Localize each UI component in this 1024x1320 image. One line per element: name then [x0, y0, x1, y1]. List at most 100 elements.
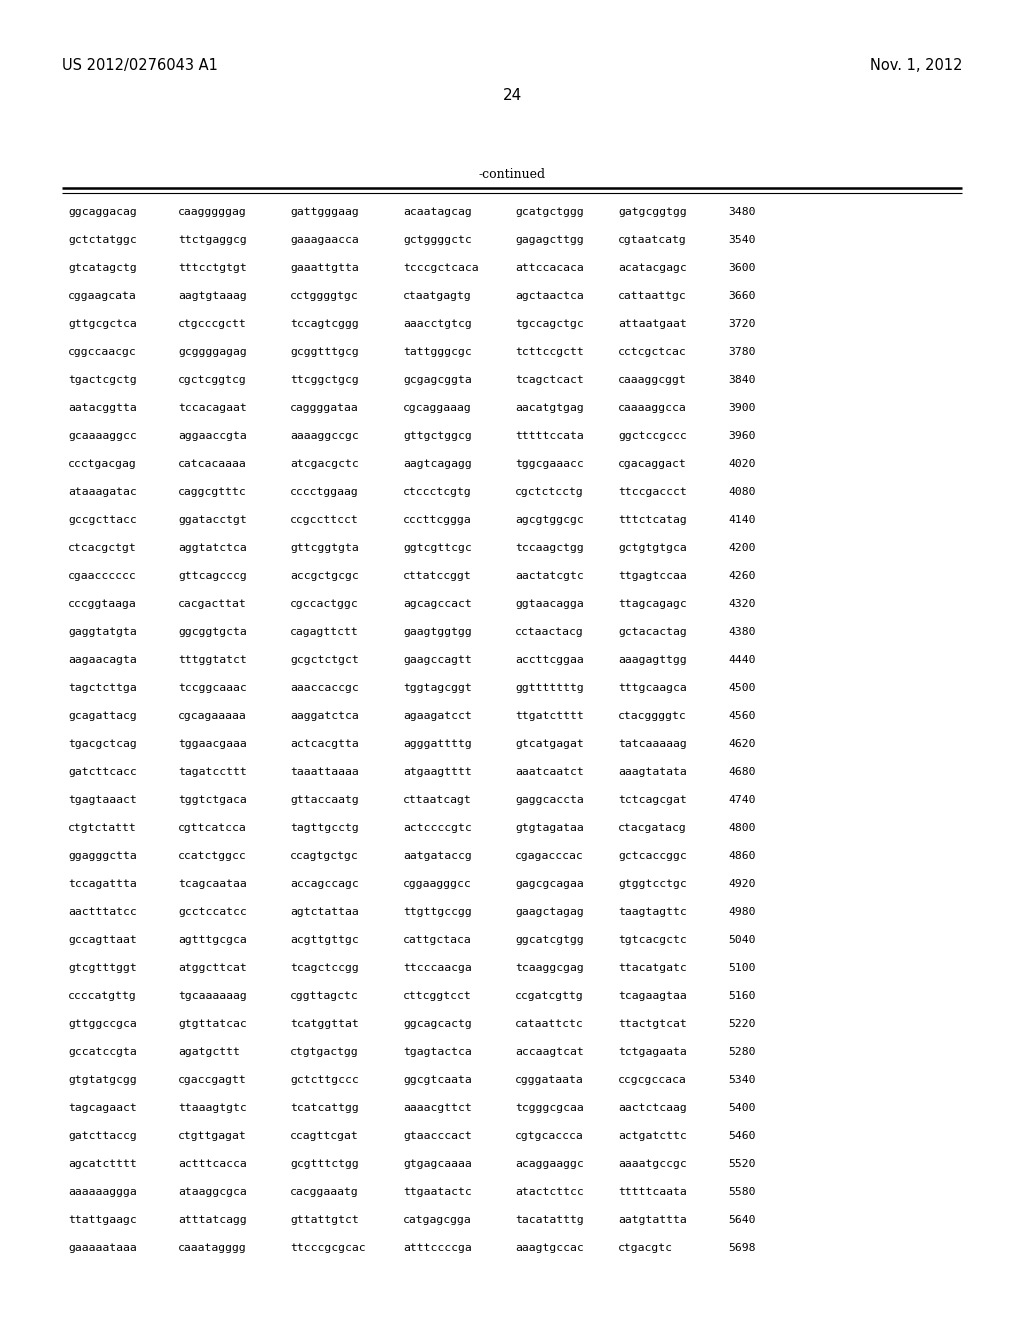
- Text: gcggtttgcg: gcggtttgcg: [290, 347, 358, 356]
- Text: ctgttgagat: ctgttgagat: [178, 1131, 247, 1140]
- Text: gaagccagtt: gaagccagtt: [403, 655, 472, 665]
- Text: cctaactacg: cctaactacg: [515, 627, 584, 638]
- Text: cgtaatcatg: cgtaatcatg: [618, 235, 687, 246]
- Text: ctacgatacg: ctacgatacg: [618, 822, 687, 833]
- Text: 5220: 5220: [728, 1019, 756, 1030]
- Text: aactctcaag: aactctcaag: [618, 1104, 687, 1113]
- Text: gcaaaaggcc: gcaaaaggcc: [68, 432, 137, 441]
- Text: tttgcaagca: tttgcaagca: [618, 682, 687, 693]
- Text: gtaacccact: gtaacccact: [403, 1131, 472, 1140]
- Text: 4380: 4380: [728, 627, 756, 638]
- Text: ataaagatac: ataaagatac: [68, 487, 137, 498]
- Text: tcagctccgg: tcagctccgg: [290, 964, 358, 973]
- Text: Nov. 1, 2012: Nov. 1, 2012: [869, 58, 962, 73]
- Text: ggctccgccc: ggctccgccc: [618, 432, 687, 441]
- Text: tgccagctgc: tgccagctgc: [515, 319, 584, 329]
- Text: tttttccata: tttttccata: [515, 432, 584, 441]
- Text: gaaaaataaa: gaaaaataaa: [68, 1243, 137, 1253]
- Text: 5520: 5520: [728, 1159, 756, 1170]
- Text: taaattaaaa: taaattaaaa: [290, 767, 358, 777]
- Text: acgttgttgc: acgttgttgc: [290, 935, 358, 945]
- Text: accgctgcgc: accgctgcgc: [290, 572, 358, 581]
- Text: ttacatgatc: ttacatgatc: [618, 964, 687, 973]
- Text: aatgataccg: aatgataccg: [403, 851, 472, 861]
- Text: gatcttaccg: gatcttaccg: [68, 1131, 137, 1140]
- Text: 3900: 3900: [728, 403, 756, 413]
- Text: cgagacccac: cgagacccac: [515, 851, 584, 861]
- Text: gctacactag: gctacactag: [618, 627, 687, 638]
- Text: atttccccga: atttccccga: [403, 1243, 472, 1253]
- Text: aaggatctca: aaggatctca: [290, 711, 358, 721]
- Text: tccagattta: tccagattta: [68, 879, 137, 888]
- Text: gaggcaccta: gaggcaccta: [515, 795, 584, 805]
- Text: ccagttcgat: ccagttcgat: [290, 1131, 358, 1140]
- Text: 4440: 4440: [728, 655, 756, 665]
- Text: tcgggcgcaa: tcgggcgcaa: [515, 1104, 584, 1113]
- Text: 5280: 5280: [728, 1047, 756, 1057]
- Text: agctaactca: agctaactca: [515, 290, 584, 301]
- Text: 4560: 4560: [728, 711, 756, 721]
- Text: acaggaaggc: acaggaaggc: [515, 1159, 584, 1170]
- Text: gccgcttacc: gccgcttacc: [68, 515, 137, 525]
- Text: tccacagaat: tccacagaat: [178, 403, 247, 413]
- Text: tgagtaaact: tgagtaaact: [68, 795, 137, 805]
- Text: ccgatcgttg: ccgatcgttg: [515, 991, 584, 1001]
- Text: gatgcggtgg: gatgcggtgg: [618, 207, 687, 216]
- Text: ttaaagtgtc: ttaaagtgtc: [178, 1104, 247, 1113]
- Text: gctcaccggc: gctcaccggc: [618, 851, 687, 861]
- Text: caggcgtttc: caggcgtttc: [178, 487, 247, 498]
- Text: 4920: 4920: [728, 879, 756, 888]
- Text: ggcagcactg: ggcagcactg: [403, 1019, 472, 1030]
- Text: tccggcaaac: tccggcaaac: [178, 682, 247, 693]
- Text: cctggggtgc: cctggggtgc: [290, 290, 358, 301]
- Text: caaaaggcca: caaaaggcca: [618, 403, 687, 413]
- Text: tggaacgaaa: tggaacgaaa: [178, 739, 247, 748]
- Text: agtctattaa: agtctattaa: [290, 907, 358, 917]
- Text: caaaggcggt: caaaggcggt: [618, 375, 687, 385]
- Text: US 2012/0276043 A1: US 2012/0276043 A1: [62, 58, 218, 73]
- Text: 4980: 4980: [728, 907, 756, 917]
- Text: aagtcagagg: aagtcagagg: [403, 459, 472, 469]
- Text: ttactgtcat: ttactgtcat: [618, 1019, 687, 1030]
- Text: ggtcgttcgc: ggtcgttcgc: [403, 543, 472, 553]
- Text: ctaatgagtg: ctaatgagtg: [403, 290, 472, 301]
- Text: ctccctcgtg: ctccctcgtg: [403, 487, 472, 498]
- Text: ttagcagagc: ttagcagagc: [618, 599, 687, 609]
- Text: gttcggtgta: gttcggtgta: [290, 543, 358, 553]
- Text: tcccgctcaca: tcccgctcaca: [403, 263, 478, 273]
- Text: gcctccatcc: gcctccatcc: [178, 907, 247, 917]
- Text: atggcttcat: atggcttcat: [178, 964, 247, 973]
- Text: ctgtctattt: ctgtctattt: [68, 822, 137, 833]
- Text: catgagcgga: catgagcgga: [403, 1214, 472, 1225]
- Text: ccgcgccaca: ccgcgccaca: [618, 1074, 687, 1085]
- Text: 5040: 5040: [728, 935, 756, 945]
- Text: 5460: 5460: [728, 1131, 756, 1140]
- Text: tagatccttt: tagatccttt: [178, 767, 247, 777]
- Text: cggaagggcc: cggaagggcc: [403, 879, 472, 888]
- Text: tttttcaata: tttttcaata: [618, 1187, 687, 1197]
- Text: 5698: 5698: [728, 1243, 756, 1253]
- Text: ttgagtccaa: ttgagtccaa: [618, 572, 687, 581]
- Text: 4020: 4020: [728, 459, 756, 469]
- Text: ggcgtcaata: ggcgtcaata: [403, 1074, 472, 1085]
- Text: ctgtgactgg: ctgtgactgg: [290, 1047, 358, 1057]
- Text: caagggggag: caagggggag: [178, 207, 247, 216]
- Text: cccctggaag: cccctggaag: [290, 487, 358, 498]
- Text: aaagtatata: aaagtatata: [618, 767, 687, 777]
- Text: gtcgtttggt: gtcgtttggt: [68, 964, 137, 973]
- Text: ccctgacgag: ccctgacgag: [68, 459, 137, 469]
- Text: tattgggcgc: tattgggcgc: [403, 347, 472, 356]
- Text: tagttgcctg: tagttgcctg: [290, 822, 358, 833]
- Text: cgctctcctg: cgctctcctg: [515, 487, 584, 498]
- Text: gaaagaacca: gaaagaacca: [290, 235, 358, 246]
- Text: tgtcacgctc: tgtcacgctc: [618, 935, 687, 945]
- Text: aaatcaatct: aaatcaatct: [515, 767, 584, 777]
- Text: tctgagaata: tctgagaata: [618, 1047, 687, 1057]
- Text: 4320: 4320: [728, 599, 756, 609]
- Text: accaagtcat: accaagtcat: [515, 1047, 584, 1057]
- Text: 4200: 4200: [728, 543, 756, 553]
- Text: aatgtattta: aatgtattta: [618, 1214, 687, 1225]
- Text: ccatctggcc: ccatctggcc: [178, 851, 247, 861]
- Text: cagagttctt: cagagttctt: [290, 627, 358, 638]
- Text: ggcggtgcta: ggcggtgcta: [178, 627, 247, 638]
